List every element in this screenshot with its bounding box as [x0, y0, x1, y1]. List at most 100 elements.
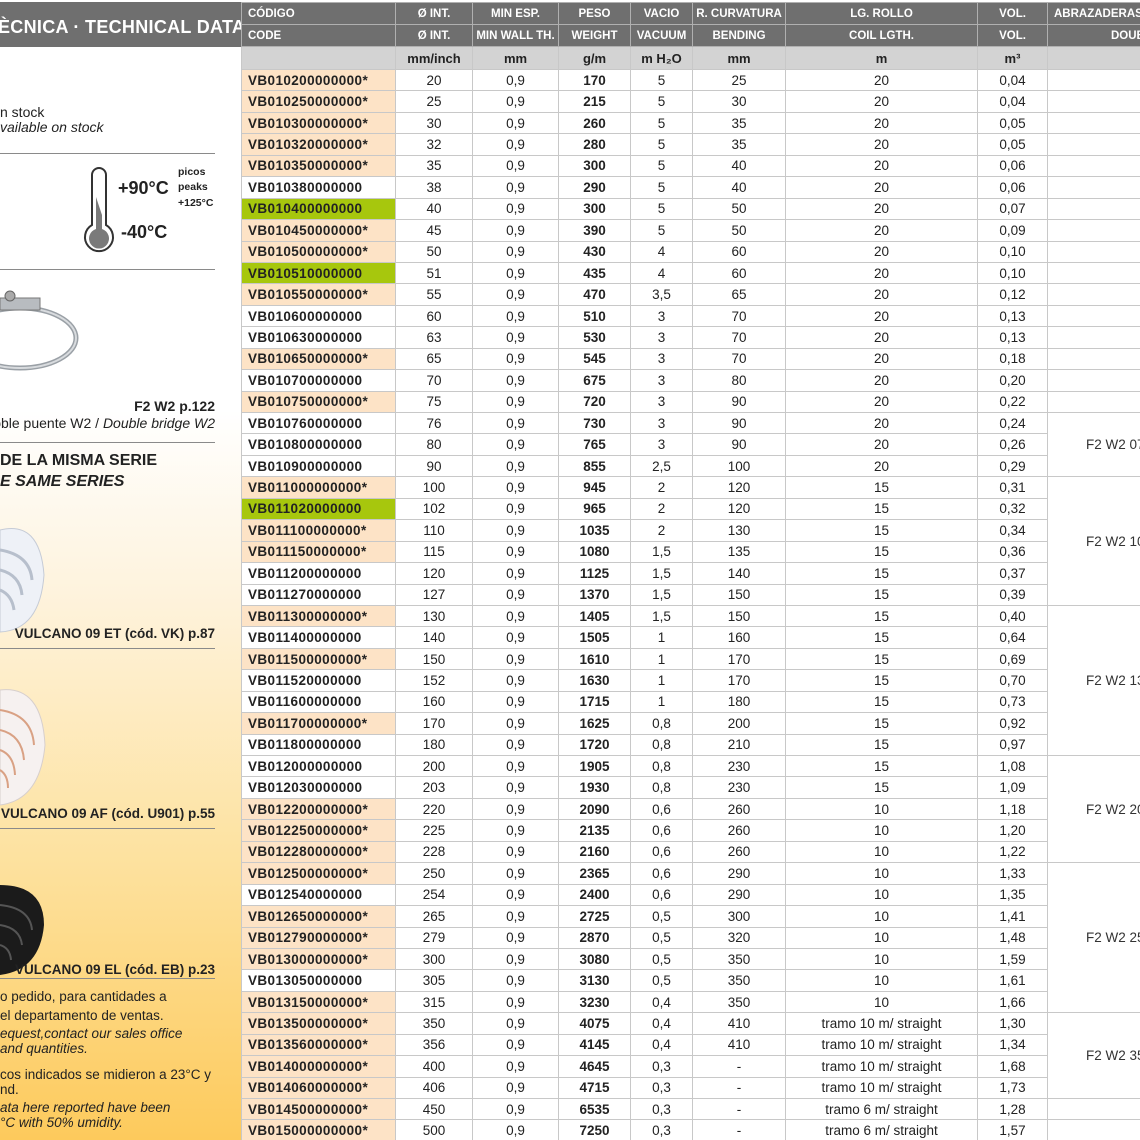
- cell-min-wall: 0,9: [472, 347, 559, 371]
- table-row[interactable]: VB013500000000* 350 0,9 4075 0,4 410 tramo 10 …: [241, 1012, 1140, 1099]
- table-row[interactable]: VB012030000000 203 0,9 1930 0,8 230 15 1,09: [241, 776, 1140, 799]
- table-row[interactable]: VB011200000000 120 0,9 1125 1,5 140 15 0,37: [241, 562, 1140, 585]
- cell-code: VB014000000000*: [241, 1055, 396, 1078]
- table-row[interactable]: VB012200000000* 220 0,9 2090 0,6 260 10 1,18: [241, 797, 1140, 821]
- cell-code: VB010300000000*: [241, 111, 396, 135]
- product-link-el[interactable]: VULCANO 09 EL (cód. EB) p.23: [14, 962, 215, 977]
- cell-code: VB011100000000*: [241, 519, 396, 542]
- cell-vacuum: 4: [630, 261, 693, 285]
- table-row[interactable]: VB011520000000 152 0,9 1630 1 170 15 0,70: [241, 669, 1140, 692]
- cell-bending-radius: 230: [692, 754, 786, 778]
- cell-clamps: -: [1047, 326, 1140, 349]
- cell-inner-diameter: 254: [395, 883, 473, 907]
- cell-coil-length: 15: [785, 776, 978, 799]
- table-row[interactable]: VB011500000000* 150 0,9 1610 1 170 15 0,69: [241, 647, 1140, 671]
- cell-code: VB012280000000*: [241, 840, 396, 864]
- cell-min-wall: 0,9: [472, 1033, 559, 1057]
- table-row[interactable]: VB011400000000 140 0,9 1505 1 160 15 0,64: [241, 626, 1140, 649]
- cell-inner-diameter: 40: [395, 197, 473, 221]
- cell-inner-diameter: 228: [395, 840, 473, 864]
- table-row[interactable]: VB015000000000* 500 0,9 7250 0,3- tramo 6 m/ …: [241, 1119, 1140, 1140]
- cell-coil-length: 20: [785, 240, 978, 263]
- cell-bending-radius: 40: [692, 176, 786, 199]
- cell-min-wall: 0,9: [472, 690, 559, 714]
- cell-volume: 1,28: [977, 1097, 1048, 1121]
- cell-clamps: F2 W2 25: [1047, 862, 1140, 1014]
- cell-clamps: F2 W2 20: [1047, 754, 1140, 864]
- cell-bending-radius: 290: [692, 883, 786, 907]
- header-bending-radius: BENDING: [692, 24, 786, 47]
- table-row[interactable]: VB012250000000* 225 0,9 2135 0,6 260 10 1,20: [241, 819, 1140, 842]
- cell-vacuum: 3: [630, 347, 693, 371]
- cell-weight: 4715: [558, 1076, 631, 1100]
- table-row[interactable]: VB011000000000* 100 0,9 945 2 120 15 0,31 F2 W2 …: [241, 476, 1140, 606]
- cell-vacuum: 0,8: [630, 733, 693, 757]
- table-row[interactable]: VB011270000000 127 0,9 1370 1,5 150 15 0,39: [241, 583, 1140, 606]
- table-row[interactable]: VB013050000000 305 0,9 3130 0,5 350 10 1,61: [241, 969, 1140, 992]
- table-row[interactable]: VB012650000000* 265 0,9 2725 0,5 300 10 1,41: [241, 905, 1140, 928]
- table-row[interactable]: VB011020000000 102 0,9 965 2 120 15 0,32: [241, 497, 1140, 521]
- product-link-et[interactable]: VULCANO 09 ET (cód. VK) p.87: [14, 626, 215, 641]
- header-volume: VOL.: [977, 24, 1048, 47]
- table-row[interactable]: VB012280000000* 228 0,9 2160 0,6 260 10 1,22: [241, 840, 1140, 864]
- table-row[interactable]: VB014060000000* 406 0,9 4715 0,3- tramo 10 m/…: [241, 1076, 1140, 1100]
- table-row[interactable]: VB010800000000 80 0,9 765 3 90 20 0,26: [241, 433, 1140, 456]
- peaks-label-es: picos: [178, 166, 206, 178]
- cell-min-wall: 0,9: [472, 583, 559, 606]
- table-row[interactable]: VB011600000000 160 0,9 1715 1 180 15 0,73: [241, 690, 1140, 714]
- table-row[interactable]: VB012540000000 254 0,9 2400 0,6 290 10 1,35: [241, 883, 1140, 907]
- cell-weight: 215: [558, 90, 631, 113]
- table-row[interactable]: VB013560000000* 356 0,9 4145 0,4 410 tramo 10 …: [241, 1033, 1140, 1057]
- table-row[interactable]: VB013000000000* 300 0,9 3080 0,5 350 10 1,59: [241, 947, 1140, 971]
- cell-vacuum: 0,4: [630, 990, 693, 1014]
- table-row[interactable]: VB011800000000 180 0,9 1720 0,8 210 15 0,97: [241, 733, 1140, 757]
- cell-weight: 7250: [558, 1119, 631, 1140]
- table-row[interactable]: VB011150000000* 115 0,9 1080 1,5 135 15 0,36: [241, 540, 1140, 564]
- cell-clamps: F2 W2 10: [1047, 476, 1140, 606]
- table-row[interactable]: VB012000000000 200 0,9 1905 0,8 230 15 1,08 F2 W…: [241, 754, 1140, 864]
- table-row[interactable]: VB011100000000* 110 0,9 1035 2 130 15 0,34: [241, 519, 1140, 542]
- cell-code: VB013500000000*: [241, 1012, 396, 1035]
- cell-coil-length: 20: [785, 90, 978, 113]
- cell-volume: 0,10: [977, 240, 1048, 263]
- table-row[interactable]: VB014000000000* 400 0,9 4645 0,3- tramo 10 m/…: [241, 1055, 1140, 1078]
- cell-weight: 2135: [558, 819, 631, 842]
- cell-inner-diameter: 100: [395, 476, 473, 499]
- cell-vacuum: 5: [630, 154, 693, 178]
- product-link-af[interactable]: VULCANO 09 AF (cód. U901) p.55: [0, 806, 215, 821]
- cell-min-wall: 0,9: [472, 626, 559, 649]
- table-row[interactable]: VB012500000000* 250 0,9 2365 0,6 290 10 1,33 F2 …: [241, 862, 1140, 1014]
- table-row[interactable]: VB010760000000 76 0,9 730 3 90 20 0,24 F2 W2 07: [241, 411, 1140, 478]
- cell-clamps: F2 W2 35: [1047, 1012, 1140, 1099]
- unit-clamps: [1047, 46, 1140, 70]
- table-row[interactable]: VB012790000000* 279 0,9 2870 0,5 320 10 1,48: [241, 926, 1140, 949]
- table-row[interactable]: VB010900000000 90 0,9 855 2,5 100 20 0,29: [241, 454, 1140, 478]
- cell-coil-length: 20: [785, 326, 978, 349]
- cell-weight: 1630: [558, 669, 631, 692]
- table-row[interactable]: VB013150000000* 315 0,9 3230 0,4 350 10 1,66: [241, 990, 1140, 1014]
- cell-bending-radius: 70: [692, 304, 786, 328]
- table-row[interactable]: VB014500000000* 450 0,9 6535 0,3- tramo 6 m/ …: [241, 1097, 1140, 1121]
- table-row[interactable]: VB011700000000* 170 0,9 1625 0,8 200 15 0,92: [241, 712, 1140, 735]
- cell-inner-diameter: 20: [395, 68, 473, 92]
- table-row[interactable]: VB011300000000* 130 0,9 1405 1,5 150 15 0,40 F2 …: [241, 604, 1140, 757]
- cell-inner-diameter: 30: [395, 111, 473, 135]
- cell-code: VB010550000000*: [241, 283, 396, 306]
- cell-code: VB012540000000: [241, 883, 396, 907]
